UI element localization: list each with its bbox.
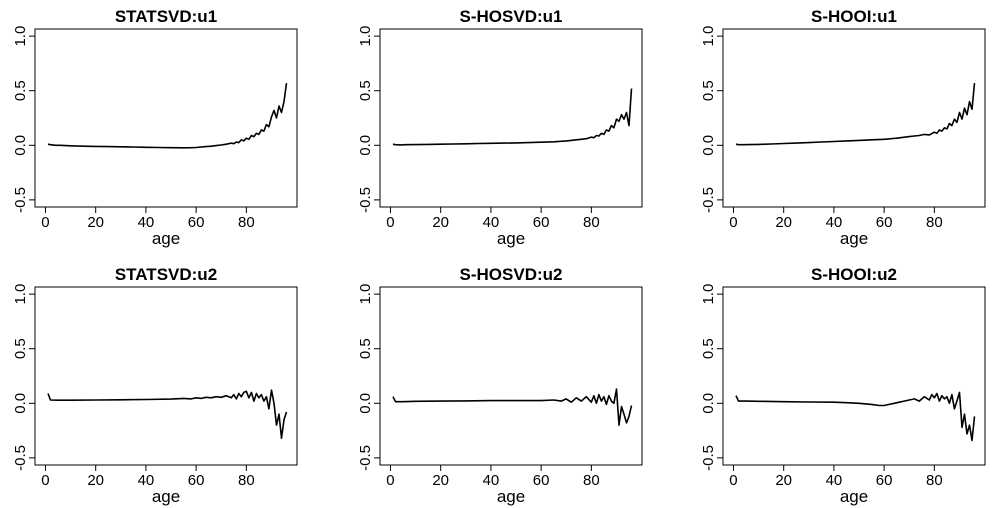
x-axis-label: age (840, 487, 868, 506)
x-tick-label: 0 (729, 472, 737, 489)
y-tick-label: 0.0 (12, 135, 29, 156)
x-axis-label: age (152, 487, 180, 506)
y-tick-label: -0.5 (357, 187, 374, 213)
series-line (392, 88, 633, 146)
plot-frame (34, 28, 298, 208)
x-tick-label: 40 (138, 472, 155, 489)
x-axis-label: age (497, 487, 525, 506)
y-tick-label: 1.0 (12, 26, 29, 47)
y-tick-label: -0.5 (12, 445, 29, 471)
y-tick-label: 0.0 (12, 393, 29, 414)
x-tick-label: 40 (826, 472, 843, 489)
series-line (47, 82, 288, 149)
x-tick-label: 20 (775, 472, 792, 489)
x-tick-label: 20 (432, 214, 449, 231)
y-tick-label: -0.5 (357, 445, 374, 471)
y-tick-label: 1.0 (357, 284, 374, 305)
y-tick-label: 0.0 (357, 393, 374, 414)
y-tick-label: -0.5 (700, 445, 717, 471)
x-tick-label: 80 (583, 214, 600, 231)
x-tick-label: 0 (386, 472, 394, 489)
y-tick-label: 0.5 (12, 338, 29, 359)
y-tick-label: 1.0 (700, 284, 717, 305)
y-tick-label: 1.0 (700, 26, 717, 47)
panel-title: S-HOOI:u2 (811, 265, 897, 284)
y-tick-label: 1.0 (12, 284, 29, 305)
x-tick-label: 0 (729, 214, 737, 231)
series-line (47, 389, 288, 440)
x-tick-label: 40 (138, 214, 155, 231)
x-tick-label: 60 (188, 472, 205, 489)
y-tick-label: -0.5 (12, 187, 29, 213)
plot-frame (379, 28, 643, 208)
x-tick-label: 80 (926, 472, 943, 489)
x-tick-label: 60 (188, 214, 205, 231)
y-tick-label: 0.5 (700, 80, 717, 101)
x-axis-label: age (840, 229, 868, 248)
panel-title: S-HOSVD:u1 (460, 7, 563, 26)
x-tick-label: 40 (483, 472, 500, 489)
y-tick-label: 0.0 (357, 135, 374, 156)
x-tick-label: 80 (238, 214, 255, 231)
x-tick-label: 80 (926, 214, 943, 231)
plot-frame (722, 286, 986, 466)
x-tick-label: 60 (533, 472, 550, 489)
panel-2: S-HOSVD:u1 0 20 40 60 80 -0.5 0.0 0.5 1.0 age (357, 7, 643, 248)
series-line (392, 388, 633, 426)
y-tick-label: 0.5 (357, 338, 374, 359)
x-tick-label: 20 (87, 214, 104, 231)
y-tick-label: 0.5 (700, 338, 717, 359)
plot-frame (34, 286, 298, 466)
x-tick-label: 20 (775, 214, 792, 231)
panel-3: S-HOOI:u1 0 20 40 60 80 -0.5 0.0 0.5 1.0 age (700, 7, 986, 248)
x-tick-label: 60 (876, 214, 893, 231)
y-tick-label: 0.0 (700, 135, 717, 156)
x-tick-label: 60 (876, 472, 893, 489)
y-tick-label: 0.5 (12, 80, 29, 101)
panel-title: STATSVD:u2 (115, 265, 217, 284)
x-tick-label: 60 (533, 214, 550, 231)
x-tick-label: 20 (432, 472, 449, 489)
panel-title: STATSVD:u1 (115, 7, 217, 26)
x-tick-label: 20 (87, 472, 104, 489)
panel-title: S-HOOI:u1 (811, 7, 897, 26)
panel-title: S-HOSVD:u2 (460, 265, 563, 284)
x-tick-label: 80 (583, 472, 600, 489)
y-tick-label: 0.5 (357, 80, 374, 101)
y-tick-label: 0.0 (700, 393, 717, 414)
panel-6: S-HOOI:u2 0 20 40 60 80 -0.5 0.0 0.5 1.0 age (700, 265, 986, 506)
x-tick-label: 0 (41, 214, 49, 231)
x-tick-label: 0 (386, 214, 394, 231)
panel-1: STATSVD:u1 0 20 40 60 80 -0.5 0.0 0.5 1.0 age (12, 7, 298, 248)
panel-5: S-HOSVD:u2 0 20 40 60 80 -0.5 0.0 0.5 1.0 age (357, 265, 643, 506)
plot-frame (379, 286, 643, 466)
series-line (735, 83, 976, 146)
x-axis-label: age (152, 229, 180, 248)
x-tick-label: 40 (826, 214, 843, 231)
x-tick-label: 40 (483, 214, 500, 231)
plot-frame (722, 28, 986, 208)
series-line (735, 391, 976, 442)
x-tick-label: 0 (41, 472, 49, 489)
y-tick-label: 1.0 (357, 26, 374, 47)
y-tick-label: -0.5 (700, 187, 717, 213)
x-tick-label: 80 (238, 472, 255, 489)
panel-4: STATSVD:u2 0 20 40 60 80 -0.5 0.0 0.5 1.0 age (12, 265, 298, 506)
x-axis-label: age (497, 229, 525, 248)
